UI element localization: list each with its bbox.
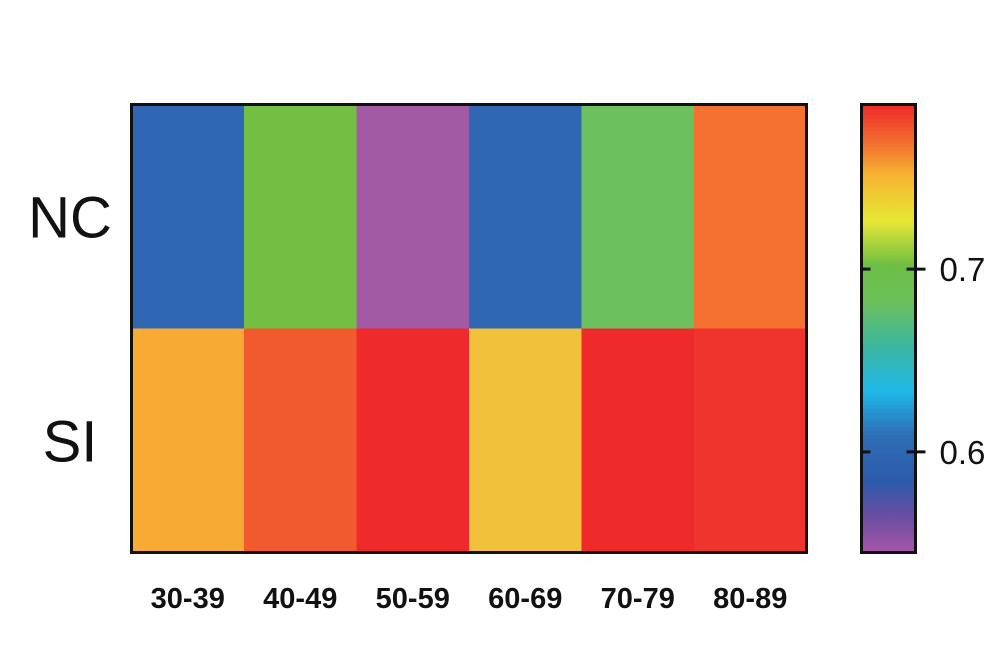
colorbar-tick-label-0.7: 0.7 [940,251,986,288]
x-label-80-89: 80-89 [713,583,787,615]
y-axis-labels: NC SI [28,186,112,475]
y-label-nc: NC [28,186,112,251]
heatmap-cell-nc-70-79 [581,104,695,330]
heatmap-cell-si-60-69 [469,328,583,554]
heatmap-cells [131,104,808,554]
colorbar: 0.6 0.7 [860,103,986,554]
y-label-si: SI [43,410,98,475]
heatmap-cell-nc-80-89 [694,104,808,330]
heatmap-cell-nc-40-49 [244,104,358,330]
colorbar-ticks: 0.6 0.7 [861,251,986,471]
x-axis-labels: 30-39 40-49 50-59 60-69 70-79 80-89 [151,583,788,615]
x-label-40-49: 40-49 [263,583,337,615]
x-label-70-79: 70-79 [601,583,675,615]
heatmap-cell-nc-60-69 [469,104,583,330]
heatmap-cell-si-70-79 [581,328,695,554]
heatmap-cell-si-40-49 [244,328,358,554]
heatmap-cell-si-80-89 [694,328,808,554]
colorbar-border [860,103,917,554]
heatmap-cell-si-30-39 [131,328,245,554]
x-label-60-69: 60-69 [488,583,562,615]
x-label-50-59: 50-59 [376,583,450,615]
heatmap-cell-nc-50-59 [356,104,470,330]
heatmap-cell-si-50-59 [356,328,470,554]
colorbar-tick-label-0.6: 0.6 [940,434,986,471]
x-label-30-39: 30-39 [151,583,225,615]
plot-border [130,103,808,554]
heatmap-cell-nc-30-39 [131,104,245,330]
colorbar-gradient [861,104,916,553]
